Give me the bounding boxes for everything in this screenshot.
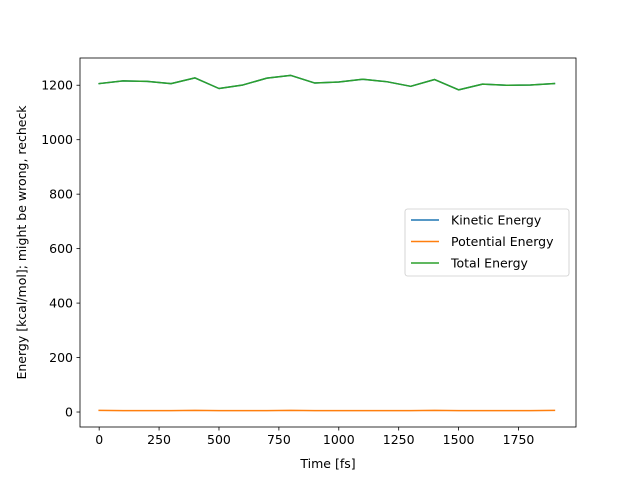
y-axis-label: Energy [kcal/mol]; might be wrong, reche… bbox=[14, 105, 29, 380]
axes-layer: 0 250 500 750 1000 1250 1500 1750 0 200 400 600 800 1… bbox=[41, 57, 577, 447]
legend-label: Total Energy bbox=[450, 256, 529, 271]
x-tick-label: 0 bbox=[95, 432, 103, 447]
x-tick-label: 1000 bbox=[323, 432, 355, 447]
x-tick-label: 500 bbox=[207, 432, 231, 447]
legend-label: Kinetic Energy bbox=[451, 213, 542, 228]
x-axis-label: Time [fs] bbox=[299, 456, 355, 471]
series-line-total-energy bbox=[98, 74, 556, 91]
legend: Kinetic Energy Potential Energy Total Ener… bbox=[404, 208, 570, 277]
legend-label: Potential Energy bbox=[451, 234, 554, 249]
y-tick-label: 600 bbox=[49, 241, 73, 256]
x-tick-label: 1500 bbox=[443, 432, 475, 447]
y-tick-label: 0 bbox=[65, 405, 73, 420]
y-tick-label: 1000 bbox=[41, 132, 73, 147]
y-tick-label: 400 bbox=[49, 296, 73, 311]
legend-box bbox=[404, 208, 570, 277]
x-tick-label: 1250 bbox=[383, 432, 415, 447]
x-tick-label: 750 bbox=[267, 432, 291, 447]
x-tick-label: 250 bbox=[147, 432, 171, 447]
y-tick-label: 200 bbox=[49, 350, 73, 365]
plot-frame bbox=[79, 57, 577, 428]
x-tick-label: 1750 bbox=[503, 432, 535, 447]
y-tick-label: 1200 bbox=[41, 78, 73, 93]
series-layer bbox=[98, 74, 556, 412]
y-tick-label: 800 bbox=[49, 187, 73, 202]
